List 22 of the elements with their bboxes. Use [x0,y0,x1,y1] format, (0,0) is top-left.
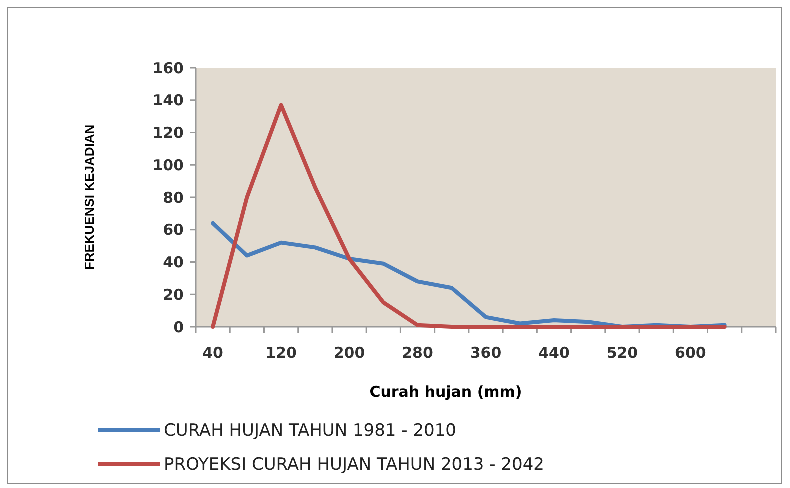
x-tick-label: 120 [266,344,297,362]
x-tick-label: 520 [606,344,638,362]
y-tick-label: 100 [152,156,184,174]
y-tick-label: 60 [163,221,184,240]
x-tick-label: 440 [538,344,570,362]
y-tick-label: 80 [163,188,184,207]
y-tick-label: 140 [152,92,184,110]
x-tick-label: 360 [470,344,502,362]
legend-label: CURAH HUJAN TAHUN 1981 - 2010 [164,420,456,441]
x-tick-label: 40 [202,344,224,362]
x-tick-label: 280 [402,344,434,362]
y-axis-title: FREKUENSI KEJADIAN [82,124,97,270]
line-series [211,103,727,329]
y-tick-label: 40 [163,254,184,272]
y-tick-label: 0 [174,318,184,336]
x-tick-label: 600 [675,344,706,362]
x-tick-label: 200 [334,344,366,362]
y-tick-label: 120 [152,124,184,142]
y-tick-label: 160 [152,59,184,78]
legend-label: PROYEKSI CURAH HUJAN TAHUN 2013 - 2042 [164,454,544,475]
y-tick-label: 20 [163,286,184,304]
x-axis-title: Curah hujan (mm) [370,383,522,401]
